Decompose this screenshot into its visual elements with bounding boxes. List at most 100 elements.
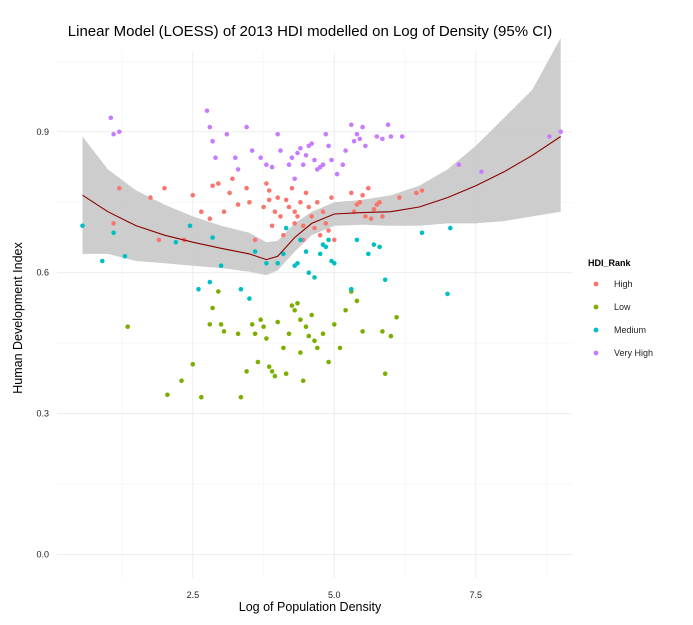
chart-title: Linear Model (LOESS) of 2013 HDI modelle… <box>68 23 552 40</box>
point-medium <box>419 230 425 236</box>
point-low <box>380 329 385 334</box>
legend-key <box>593 350 599 356</box>
point-high <box>397 195 402 200</box>
point-low <box>292 308 298 313</box>
y-axis-ticks: 0.0 0.3 0.6 0.9 <box>36 127 49 560</box>
point-medium <box>295 261 300 266</box>
point-high <box>156 237 162 243</box>
point-medium <box>264 261 269 266</box>
point-low <box>261 324 266 330</box>
point-very-high <box>303 153 309 158</box>
point-low <box>309 312 315 318</box>
x-axis-title: Log of Population Density <box>239 600 382 614</box>
legend-label: Low <box>614 302 631 312</box>
point-low <box>207 322 213 327</box>
point-very-high <box>363 143 368 149</box>
y-tick-label: 0.0 <box>36 550 49 560</box>
point-medium <box>317 251 323 257</box>
point-very-high <box>326 143 331 149</box>
point-medium <box>366 251 371 257</box>
point-very-high <box>286 162 292 167</box>
point-high <box>312 225 317 231</box>
point-high <box>377 200 382 205</box>
point-very-high <box>204 108 210 113</box>
point-low <box>394 315 399 320</box>
point-very-high <box>289 155 295 160</box>
point-low <box>235 331 241 337</box>
y-tick-label: 0.6 <box>36 268 49 278</box>
point-medium <box>281 251 286 257</box>
point-medium <box>306 270 312 276</box>
point-very-high <box>207 124 213 130</box>
point-medium <box>207 279 213 285</box>
y-tick-label: 0.9 <box>36 127 49 137</box>
point-high <box>368 216 374 221</box>
point-high <box>292 221 298 226</box>
point-low <box>388 333 394 339</box>
point-high <box>366 185 371 191</box>
point-very-high <box>108 115 114 121</box>
point-high <box>371 207 377 212</box>
point-high <box>320 209 326 214</box>
point-high <box>162 185 167 191</box>
point-very-high <box>351 138 357 144</box>
point-high <box>281 232 286 238</box>
point-high <box>295 214 300 219</box>
point-low <box>216 289 221 294</box>
point-high <box>360 192 365 198</box>
point-high <box>221 209 227 214</box>
point-high <box>283 197 289 203</box>
point-low <box>286 331 292 337</box>
point-low <box>249 322 255 327</box>
point-medium <box>326 237 331 243</box>
legend-label: High <box>614 279 633 289</box>
point-high <box>210 183 215 189</box>
point-medium <box>187 223 193 229</box>
point-high <box>244 185 249 191</box>
point-low <box>312 338 317 344</box>
point-high <box>278 214 283 219</box>
point-high <box>227 190 232 196</box>
point-very-high <box>354 131 360 137</box>
confidence-band <box>82 37 561 276</box>
point-very-high <box>233 155 238 160</box>
point-low <box>326 359 331 365</box>
point-very-high <box>456 162 462 167</box>
point-low <box>298 317 303 323</box>
point-low <box>179 378 184 384</box>
legend-key <box>593 304 599 310</box>
point-very-high <box>357 136 363 142</box>
point-medium <box>323 244 329 250</box>
point-low <box>258 317 264 323</box>
plot-area: 2.5 5.0 7.5 0.0 0.3 0.6 0.9 <box>36 37 572 600</box>
point-low <box>360 329 365 334</box>
point-low <box>295 301 300 306</box>
x-axis-ticks: 2.5 5.0 7.5 <box>187 590 482 600</box>
confidence-band-area <box>82 37 561 276</box>
point-medium <box>252 249 258 254</box>
point-very-high <box>111 131 116 137</box>
point-low <box>165 392 170 398</box>
point-medium <box>312 275 317 280</box>
point-very-high <box>329 157 334 163</box>
point-high <box>264 181 269 186</box>
point-low <box>125 324 130 330</box>
point-medium <box>371 242 377 247</box>
point-high <box>190 192 196 198</box>
point-high <box>111 221 116 226</box>
point-high <box>247 200 252 205</box>
point-medium <box>303 249 309 254</box>
point-low <box>298 350 303 355</box>
point-medium <box>218 263 224 269</box>
point-low <box>283 371 289 377</box>
point-very-high <box>249 148 255 153</box>
point-low <box>190 362 196 367</box>
point-low <box>343 308 348 313</box>
point-medium <box>173 239 179 245</box>
loess-fit-line <box>82 136 562 261</box>
point-very-high <box>292 176 298 182</box>
point-high <box>419 188 425 193</box>
point-medium <box>247 296 252 301</box>
point-high <box>207 216 213 221</box>
